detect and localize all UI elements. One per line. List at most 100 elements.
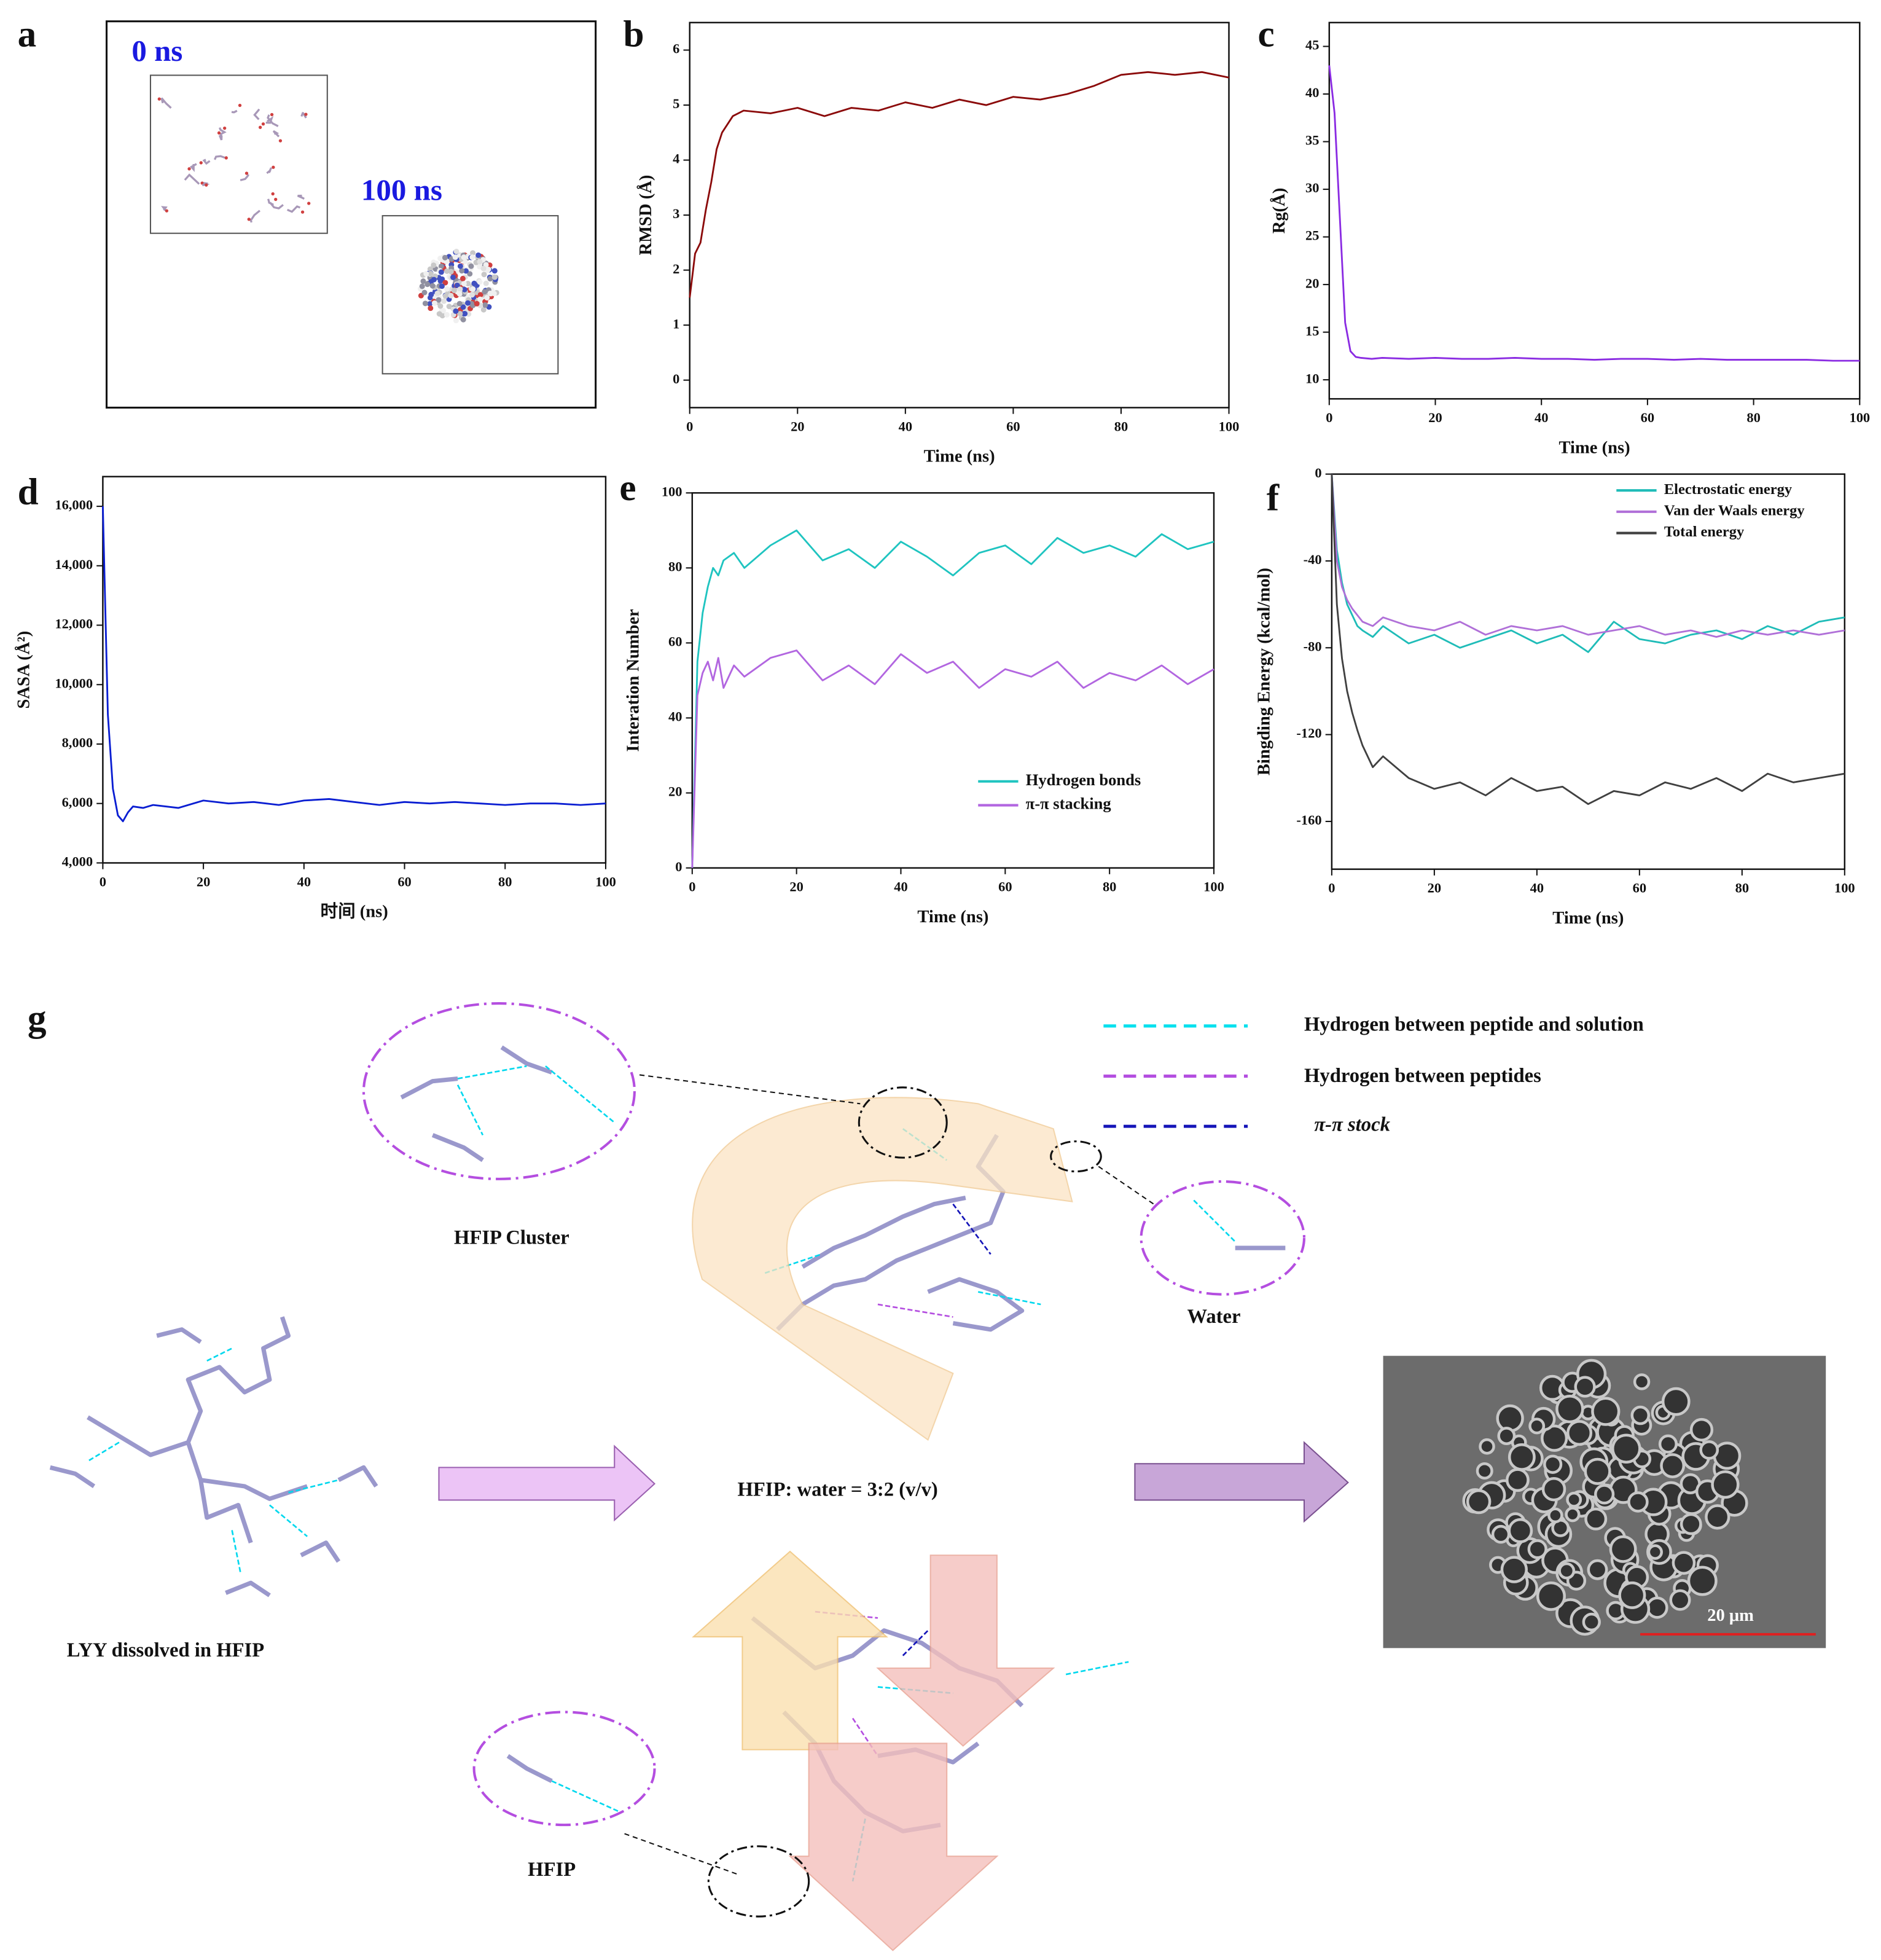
molecule bbox=[160, 97, 172, 109]
panel-label: c bbox=[1257, 13, 1274, 55]
x-tick-label: 20 bbox=[197, 874, 210, 889]
atom bbox=[436, 311, 442, 317]
molecule bbox=[49, 1465, 96, 1488]
atom bbox=[477, 292, 483, 298]
atom bbox=[431, 262, 437, 269]
sem-pore bbox=[1528, 1417, 1546, 1435]
y-tick-label: 1 bbox=[673, 316, 679, 331]
molecule bbox=[801, 1195, 966, 1269]
panel-label: d bbox=[18, 471, 39, 512]
x-tick-label: 80 bbox=[1114, 418, 1128, 434]
atom bbox=[462, 259, 468, 265]
molecule bbox=[161, 206, 168, 211]
time-label: 0 ns bbox=[131, 34, 182, 68]
sem-pore bbox=[1496, 1404, 1524, 1433]
y-axis-label: Bingding Energy (kcal/mol) bbox=[1254, 568, 1273, 775]
sem-pore bbox=[1687, 1566, 1718, 1596]
atom bbox=[459, 268, 465, 274]
atom bbox=[474, 300, 480, 307]
sem-pore bbox=[1555, 1394, 1584, 1424]
plot-frame bbox=[691, 492, 1215, 869]
x-tick-label: 40 bbox=[1535, 410, 1548, 425]
atom bbox=[470, 250, 476, 256]
atom bbox=[451, 288, 457, 294]
atom bbox=[461, 286, 467, 292]
data-line bbox=[101, 506, 606, 823]
atom bbox=[453, 248, 459, 254]
sem-pore bbox=[1566, 1491, 1582, 1508]
sem-pore bbox=[1672, 1551, 1696, 1575]
y-tick-label: 60 bbox=[668, 634, 682, 649]
atom bbox=[438, 269, 444, 275]
molecule bbox=[201, 182, 210, 187]
atom bbox=[438, 263, 444, 269]
x-tick-label: 40 bbox=[894, 879, 907, 894]
legend-label: π-π stock bbox=[1314, 1114, 1390, 1136]
atom bbox=[217, 131, 221, 135]
y-axis-label: SASA (Å²) bbox=[14, 631, 33, 709]
inset-100ns bbox=[381, 215, 559, 375]
molecule bbox=[202, 159, 211, 165]
bond bbox=[877, 1303, 953, 1318]
atom bbox=[429, 283, 436, 289]
molecule bbox=[156, 1327, 202, 1344]
sem-pore bbox=[1506, 1468, 1530, 1492]
y-tick-label: 40 bbox=[1305, 85, 1319, 100]
molecule bbox=[200, 1478, 308, 1501]
atom bbox=[465, 281, 471, 287]
x-axis-label: Time (ns) bbox=[917, 907, 988, 927]
y-tick-label: 12,000 bbox=[55, 616, 93, 632]
data-line bbox=[691, 649, 1214, 868]
bond bbox=[952, 1203, 991, 1255]
sem-pore bbox=[1476, 1462, 1493, 1480]
y-tick-label: 14,000 bbox=[55, 557, 93, 572]
atom bbox=[480, 265, 487, 272]
atom bbox=[482, 302, 488, 308]
atom bbox=[439, 276, 445, 282]
sem-pore bbox=[1566, 1420, 1593, 1446]
y-tick-label: 10,000 bbox=[55, 675, 93, 691]
sem-pore bbox=[1479, 1438, 1495, 1455]
atom bbox=[477, 279, 483, 285]
arrow bbox=[1134, 1441, 1349, 1523]
inset-0ns bbox=[149, 74, 328, 234]
y-tick-label: 20 bbox=[668, 784, 682, 799]
atom bbox=[422, 300, 428, 307]
atom bbox=[448, 269, 454, 275]
x-tick-label: 20 bbox=[1428, 410, 1442, 425]
molecule bbox=[431, 1133, 484, 1162]
atom bbox=[442, 254, 448, 261]
legend-label: Total energy bbox=[1664, 523, 1744, 540]
x-tick-label: 40 bbox=[1530, 880, 1544, 895]
atom bbox=[428, 270, 434, 276]
y-tick-label: 8,000 bbox=[62, 735, 93, 750]
atom bbox=[271, 192, 275, 196]
y-tick-label: 2 bbox=[673, 261, 679, 276]
atom bbox=[465, 300, 471, 306]
atom bbox=[272, 165, 275, 169]
label: HFIP bbox=[528, 1859, 576, 1881]
panel-a-frame bbox=[105, 20, 597, 409]
atom bbox=[452, 254, 458, 261]
atom bbox=[456, 291, 463, 297]
sem-pore bbox=[1661, 1387, 1691, 1416]
ribbon-arrow bbox=[692, 1550, 888, 1750]
atom bbox=[475, 252, 482, 258]
y-tick-label: 10 bbox=[1305, 370, 1319, 386]
bond bbox=[1065, 1661, 1129, 1676]
label: LYY dissolved in HFIP bbox=[67, 1639, 265, 1661]
atom bbox=[477, 296, 483, 302]
sem-pore bbox=[1536, 1581, 1566, 1611]
molecule bbox=[218, 133, 223, 141]
data-line bbox=[1331, 474, 1845, 653]
y-tick-label: 35 bbox=[1305, 133, 1319, 148]
atom bbox=[440, 308, 446, 314]
molecule bbox=[300, 1540, 341, 1563]
y-tick-label: 20 bbox=[1305, 275, 1319, 291]
y-axis-label: Interation Number bbox=[624, 609, 643, 752]
bond bbox=[456, 1084, 484, 1136]
x-tick-label: 60 bbox=[1641, 410, 1654, 425]
atom bbox=[165, 209, 169, 213]
sem-pore bbox=[1660, 1453, 1686, 1478]
sem-pore bbox=[1497, 1427, 1516, 1445]
